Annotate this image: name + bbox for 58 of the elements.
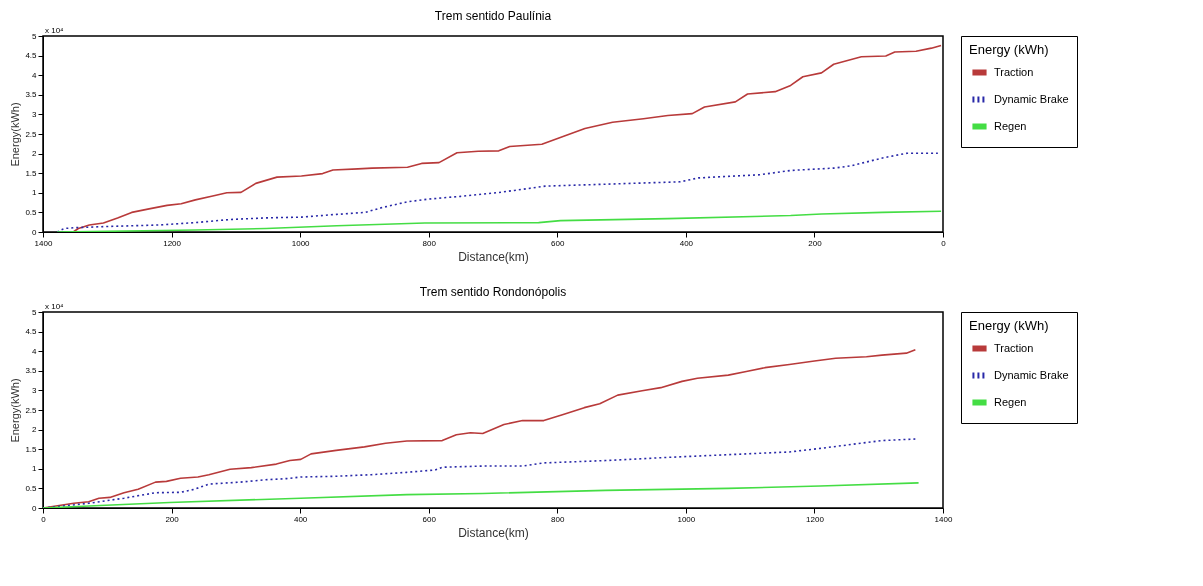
line-series (56, 152, 939, 232)
legend-label: Regen (994, 395, 1027, 408)
x-tick-label: 400 (293, 514, 308, 524)
x-tick-label: 1200 (806, 514, 825, 524)
y-tick-label: 3 (32, 109, 38, 119)
y-tick-label: 3.5 (25, 366, 38, 376)
y-tick-label: 2 (32, 425, 38, 435)
x-tick-label: 400 (679, 238, 694, 248)
y-tick-label: 1.5 (25, 444, 38, 454)
x-tick-label: 200 (808, 238, 823, 248)
y-tick-label: 2 (32, 149, 38, 159)
y-tick-label: 0.5 (25, 207, 38, 217)
x-tick-label: 0 (941, 238, 947, 248)
y-tick-label: 2.5 (25, 405, 38, 415)
y-tick-label: 0.5 (25, 483, 38, 493)
y-tick-label: 1 (32, 464, 38, 474)
x-tick-label: 200 (165, 514, 180, 524)
x-axis-title: Distance(km) (458, 249, 529, 264)
y-axis-title: Energy(kWh) (9, 378, 22, 443)
y-tick-label: 5 (32, 307, 38, 317)
text: x 10⁴ (45, 302, 65, 311)
chart-title: Trem sentido Rondonópolis (419, 285, 567, 299)
x-tick-label: 1400 (34, 238, 53, 248)
y-tick-label: 1.5 (25, 168, 38, 178)
x-tick-label: 1000 (291, 238, 311, 248)
line-series (43, 482, 920, 508)
x-tick-label: 0 (41, 514, 47, 524)
y-tick-label: 0 (32, 227, 38, 237)
legend-label: Dynamic Brake (994, 92, 1069, 105)
y-tick-label: 4 (32, 70, 38, 80)
x-tick-label: 1200 (163, 238, 182, 248)
y-tick-label: 5 (32, 31, 38, 41)
line-series (72, 44, 942, 232)
x-tick-label: 600 (551, 238, 565, 248)
x-tick-label: 1000 (677, 514, 696, 524)
y-tick-label: 4.5 (25, 51, 38, 61)
y-tick-label: 4.5 (25, 327, 38, 337)
legend-label: Traction (994, 341, 1034, 354)
line-series (56, 210, 942, 232)
y-tick-label: 3 (32, 385, 38, 395)
legend-title: Energy (kWh) (969, 42, 1049, 57)
y-tick-label: 2.5 (25, 129, 38, 139)
y-tick-label: 0 (32, 503, 38, 513)
x-axis-title: Distance(km) (458, 525, 529, 540)
y-tick-label: 4 (32, 346, 38, 356)
text: x 10⁴ (45, 26, 65, 35)
chart-title: Trem sentido Paulínia (434, 9, 552, 23)
legend-title: Energy (kWh) (969, 318, 1049, 333)
x-tick-label: 800 (551, 514, 565, 524)
y-tick-label: 3.5 (25, 90, 38, 100)
legend-label: Traction (994, 65, 1034, 78)
x-tick-label: 800 (422, 238, 437, 248)
y-axis-title: Energy(kWh) (9, 102, 22, 167)
y-tick-label: 1 (32, 188, 38, 198)
legend-label: Dynamic Brake (994, 368, 1069, 381)
legend-label: Regen (994, 119, 1027, 132)
x-tick-label: 1400 (934, 514, 953, 524)
x-tick-label: 600 (422, 514, 437, 524)
